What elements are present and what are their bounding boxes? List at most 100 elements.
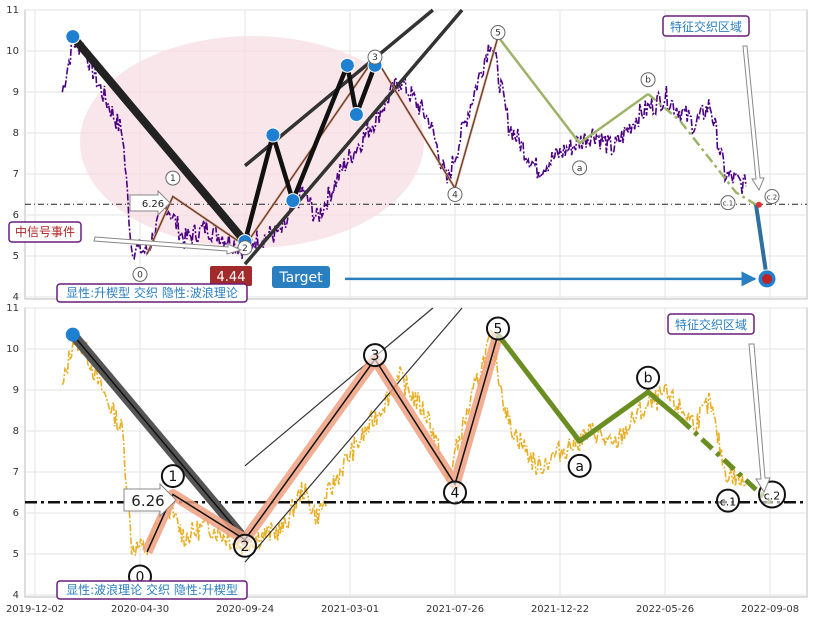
bottom-wave-label-circle bbox=[485, 316, 510, 341]
y-tick-label: 4 bbox=[13, 292, 19, 303]
x-tick-label: 2022-05-26 bbox=[636, 604, 694, 615]
top-price-series bbox=[61, 37, 747, 261]
bottom-wave-label: a bbox=[575, 459, 584, 475]
target-value-text: 4.44 bbox=[217, 270, 246, 285]
signal-event-arrow bbox=[93, 236, 243, 255]
top-wave-label: c.2 bbox=[767, 194, 778, 202]
target-label-text: Target bbox=[278, 270, 323, 286]
top-badge-box bbox=[56, 283, 248, 303]
bottom-channel-line bbox=[244, 307, 463, 563]
top-wave-node bbox=[339, 57, 355, 73]
top-zone-text: 特征交织区域 bbox=[670, 19, 742, 34]
bottom-wave-label: c.2 bbox=[764, 490, 781, 503]
top-c2-marker bbox=[756, 201, 762, 208]
y-tick-label: 9 bbox=[13, 385, 19, 396]
top-wave-label: a bbox=[577, 164, 583, 174]
bottom-price-line bbox=[61, 328, 747, 556]
x-tick-label: 2020-09-24 bbox=[216, 604, 274, 615]
top-wave-label: 1 bbox=[170, 174, 176, 184]
top-wave-label-circle bbox=[367, 49, 383, 65]
bottom-badge-box bbox=[56, 580, 248, 600]
y-tick-label: 8 bbox=[13, 426, 19, 437]
top-channel-line bbox=[243, 8, 464, 266]
top-wave-node bbox=[285, 193, 301, 209]
top-abc-solid bbox=[497, 35, 649, 145]
bottom-hline-arrow bbox=[123, 482, 177, 518]
bottom-zone-text: 特征交织区域 bbox=[675, 317, 747, 332]
bottom-zone-arrow bbox=[748, 343, 771, 494]
bottom-hline-label: 6.26 bbox=[131, 492, 164, 510]
bottom-decline-line bbox=[72, 334, 246, 541]
top-wave-label-circle bbox=[447, 186, 463, 202]
x-tick-label: 2021-12-22 bbox=[531, 604, 589, 615]
bottom-price-series bbox=[61, 328, 747, 556]
top-zone-box bbox=[662, 15, 750, 37]
bottom-wave-label: 4 bbox=[451, 485, 460, 501]
bottom-wave-label: 2 bbox=[241, 539, 250, 555]
top-zone-arrow bbox=[742, 45, 765, 192]
bottom-plot-area bbox=[24, 307, 808, 598]
y-tick-label: 7 bbox=[13, 467, 19, 478]
x-tick-label: 2020-04-30 bbox=[111, 604, 169, 615]
top-wave-label: 2 bbox=[242, 244, 248, 254]
y-tick-label: 11 bbox=[6, 5, 19, 16]
x-tick-label: 2019-12-02 bbox=[6, 604, 64, 615]
bottom-wave-label: 5 bbox=[494, 321, 503, 337]
y-tick-label: 6 bbox=[13, 508, 19, 519]
y-tick-label: 11 bbox=[6, 303, 19, 314]
signal-event-text: 中信号事件 bbox=[15, 224, 75, 239]
bottom-wave-label-circle bbox=[443, 480, 467, 505]
top-annotations: 0 1 2 3 4 5 a b c.1 c.2 6.26 中信号事件 4.44 Target 显性:升楔型 … bbox=[8, 15, 780, 303]
bottom-wave-label-circle bbox=[636, 365, 661, 390]
bottom-badge-text: 显性:波浪理论 交织 隐性:升楔型 bbox=[66, 582, 238, 597]
top-wave-label: 5 bbox=[495, 29, 501, 39]
bottom-annotations: 0 1 2 3 4 5 a b c.1 c.2 6.26 显性:波浪理论 交织 隐性:升楔型 特征交织区… bbox=[56, 313, 786, 600]
top-decline-wave bbox=[68, 32, 249, 246]
bottom-channel-line bbox=[244, 307, 434, 467]
y-tick-label: 8 bbox=[13, 128, 19, 139]
bottom-y-ticks: 4 5 6 7 8 9 10 11 bbox=[6, 303, 19, 601]
top-wave-label-circle bbox=[640, 72, 656, 88]
y-tick-label: 5 bbox=[13, 549, 19, 560]
bottom-wave-label-circle bbox=[233, 533, 257, 558]
top-wave-label: c.1 bbox=[723, 200, 734, 208]
top-hline-arrow bbox=[129, 189, 171, 217]
top-wave-label-circle bbox=[764, 189, 780, 205]
bottom-wave-label-circle bbox=[160, 464, 185, 489]
bottom-correction-line bbox=[496, 333, 682, 444]
top-panel: 4 5 6 7 8 9 10 11 0 1 2 3 4 5 a b c.1 c.2 6.26 中信号事件 4.44 Ta… bbox=[6, 5, 808, 303]
top-price-line bbox=[61, 37, 747, 261]
top-wave-label-circle bbox=[165, 170, 181, 186]
y-tick-label: 7 bbox=[13, 169, 19, 180]
top-wave-label: 4 bbox=[452, 190, 458, 200]
bottom-start-node bbox=[65, 327, 80, 342]
top-wave-label-circle bbox=[572, 160, 588, 176]
target-value-box bbox=[210, 266, 252, 286]
top-impulse-wave bbox=[242, 63, 378, 243]
top-projection-line bbox=[754, 204, 769, 280]
x-tick-label: 2022-09-08 bbox=[741, 604, 799, 615]
top-badge-text: 显性:升楔型 交织 隐性:波浪理论 bbox=[66, 285, 238, 300]
bottom-wave-label: c.1 bbox=[720, 496, 737, 509]
bottom-zone-box bbox=[667, 313, 755, 335]
bottom-wave-label: 3 bbox=[371, 348, 380, 364]
top-wave-label: 0 bbox=[137, 270, 143, 280]
bottom-correction-dashed bbox=[678, 416, 772, 505]
y-tick-label: 5 bbox=[13, 251, 19, 262]
x-tick-label: 2021-07-26 bbox=[426, 604, 484, 615]
top-wave-label: 3 bbox=[372, 53, 378, 63]
top-hline-label: 6.26 bbox=[142, 199, 164, 210]
top-wave-node bbox=[65, 29, 81, 45]
y-tick-label: 9 bbox=[13, 87, 19, 98]
bottom-wave-label-circle bbox=[363, 343, 387, 368]
bottom-wave-label: b bbox=[644, 371, 653, 387]
bottom-wave-label-circle bbox=[716, 488, 740, 513]
y-tick-label: 6 bbox=[13, 210, 19, 221]
top-wave-label: b bbox=[645, 76, 651, 86]
target-label-box bbox=[272, 266, 330, 288]
top-wave-label-circle bbox=[237, 240, 253, 256]
bottom-panel: 4 5 6 7 8 9 10 11 0 1 2 3 4 5 a b c.1 c.2 6.26 显性:波浪理论 交织 … bbox=[6, 303, 808, 601]
top-wave-label-circle bbox=[132, 266, 148, 282]
